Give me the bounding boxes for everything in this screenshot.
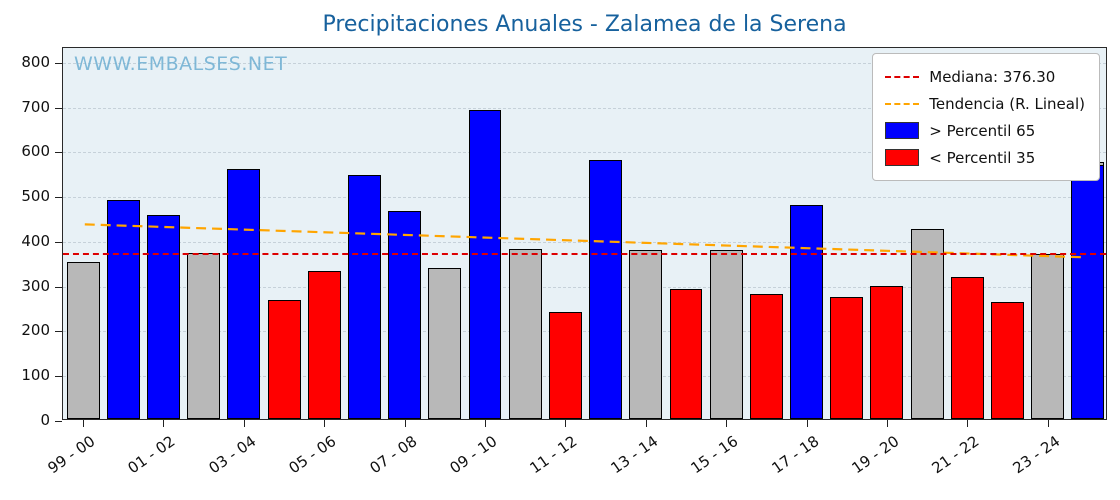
bar-07 - 08: [388, 210, 422, 419]
bar-20 - 21: [910, 228, 944, 419]
bar-14 - 15: [669, 289, 703, 419]
y-tick-mark: [55, 331, 62, 333]
y-tick-mark: [55, 62, 62, 64]
median-dash-icon: [885, 75, 920, 78]
x-tick-label: 05 - 06: [285, 432, 340, 478]
y-tick-label: 600: [21, 142, 50, 161]
bar-19 - 20: [870, 285, 904, 419]
x-tick-mark: [886, 420, 888, 427]
gridline: [63, 241, 1106, 243]
bar-01 - 02: [147, 215, 180, 419]
x-tick-mark: [806, 420, 808, 427]
x-tick-label: 03 - 04: [205, 432, 260, 478]
gridline: [63, 197, 1106, 199]
bar-10 - 11: [508, 248, 542, 419]
legend-label-above: > Percentil 65: [929, 121, 1036, 140]
y-tick-label: 500: [21, 187, 50, 206]
y-tick-mark: [55, 107, 62, 109]
legend-item-above: > Percentil 65: [885, 117, 1085, 144]
legend-item-below: < Percentil 35: [885, 144, 1085, 171]
x-tick-label: 01 - 02: [124, 432, 179, 478]
x-tick-mark: [163, 420, 165, 427]
x-tick-mark: [324, 420, 326, 427]
bar-24 - 25: [1071, 165, 1105, 419]
x-tick-mark: [967, 420, 969, 427]
x-tick-label: 17 - 18: [768, 432, 822, 478]
gridline: [63, 331, 1106, 333]
x-tick-mark: [726, 420, 728, 427]
x-tick-mark: [83, 420, 85, 427]
x-tick-mark: [1047, 420, 1049, 427]
legend-label-below: < Percentil 35: [929, 148, 1036, 167]
bar-18 - 19: [830, 296, 864, 419]
bar-11 - 12: [548, 312, 582, 419]
bar-02 - 03: [187, 253, 221, 419]
gridline: [63, 376, 1106, 378]
legend-label-trend: Tendencia (R. Lineal): [929, 94, 1085, 113]
bar-05 - 06: [307, 271, 341, 419]
x-tick-label: 21 - 22: [928, 432, 983, 478]
y-tick-label: 300: [21, 276, 50, 295]
y-tick-mark: [55, 376, 62, 378]
x-tick-label: 09 - 10: [446, 432, 501, 478]
bar-06 - 07: [347, 174, 381, 419]
watermark: WWW.EMBALSES.NET: [74, 53, 288, 75]
median-line: [63, 252, 1106, 255]
bar-99 - 00: [66, 262, 100, 419]
bar-16 - 17: [749, 293, 783, 419]
bar-12 - 13: [589, 160, 623, 419]
x-tick-mark: [565, 420, 567, 427]
y-tick-mark: [55, 286, 62, 288]
trend-dash-icon: [885, 102, 920, 105]
legend: Mediana: 376.30 Tendencia (R. Lineal) > …: [872, 53, 1100, 181]
bar-22 - 23: [991, 301, 1024, 419]
bar-09 - 10: [468, 110, 502, 419]
y-tick-mark: [55, 197, 62, 199]
bar-21 - 22: [950, 276, 984, 419]
x-tick-label: 15 - 16: [687, 432, 742, 478]
legend-item-trend: Tendencia (R. Lineal): [885, 90, 1085, 117]
x-tick-label: 07 - 08: [366, 432, 420, 478]
trend-line: [84, 223, 1085, 259]
y-axis-ticks: 0 100 200 300 400 500 600 700 800: [0, 0, 56, 500]
legend-label-median: Mediana: 376.30: [929, 67, 1056, 86]
bar-00 - 01: [106, 199, 140, 419]
x-tick-mark: [243, 420, 245, 427]
bar-03 - 04: [227, 169, 261, 419]
bar-15 - 16: [709, 249, 743, 419]
bar-04 - 05: [267, 300, 301, 419]
legend-item-median: Mediana: 376.30: [885, 63, 1085, 90]
y-tick-label: 0: [40, 411, 50, 429]
y-tick-label: 800: [21, 52, 50, 71]
bar-08 - 09: [428, 268, 462, 419]
x-tick-label: 19 - 20: [848, 432, 903, 478]
x-tick-label: 13 - 14: [607, 432, 662, 478]
gridline: [63, 107, 1106, 109]
y-tick-mark: [55, 152, 62, 154]
y-tick-label: 700: [21, 97, 50, 116]
bar-23 - 24: [1031, 254, 1065, 419]
y-tick-label: 400: [21, 231, 50, 250]
gridline: [63, 62, 1106, 64]
y-tick-label: 100: [21, 366, 50, 385]
x-tick-label: 11 - 12: [526, 432, 581, 478]
y-tick-label: 200: [21, 321, 50, 340]
bar-13 - 14: [629, 249, 663, 419]
gridline: [63, 286, 1106, 288]
y-tick-mark: [55, 241, 62, 243]
gridline: [63, 152, 1106, 154]
chart-title: Precipitaciones Anuales - Zalamea de la …: [322, 12, 847, 37]
x-tick-mark: [404, 420, 406, 427]
y-tick-mark: [55, 421, 62, 422]
x-tick-label: 23 - 24: [1009, 432, 1064, 478]
x-axis-ticks: 99 - 00 01 - 02 03 - 04 05 - 06 07 - 08 09 - …: [45, 420, 1107, 498]
x-tick-mark: [645, 420, 647, 427]
x-tick-mark: [485, 420, 487, 427]
red-swatch-icon: [885, 149, 920, 166]
blue-swatch-icon: [885, 122, 920, 139]
bar-17 - 18: [790, 204, 824, 419]
